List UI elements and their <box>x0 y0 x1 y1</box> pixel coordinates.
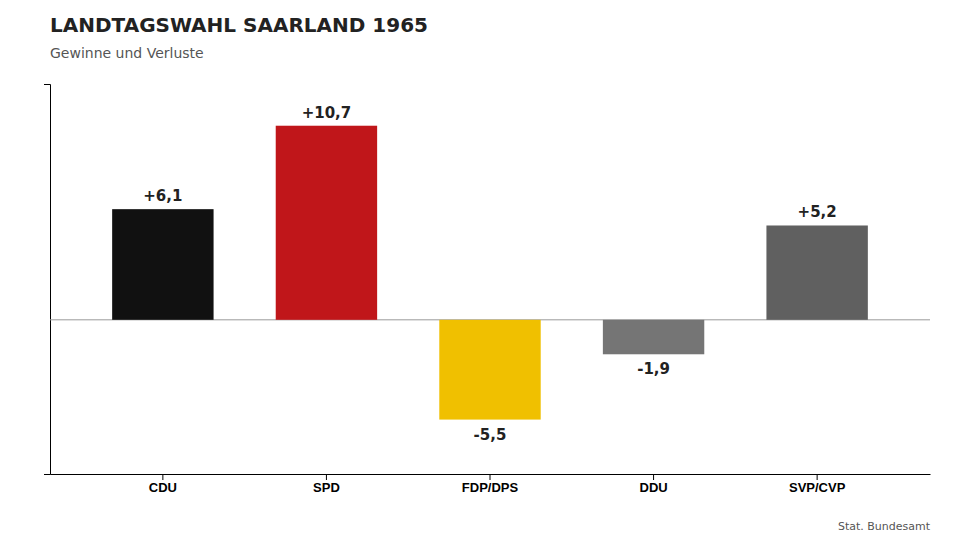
data-label: -5,5 <box>474 426 507 444</box>
title: LANDTAGSWAHL SAARLAND 1965 <box>50 13 428 37</box>
bars <box>112 126 868 420</box>
data-label: +10,7 <box>302 104 352 122</box>
x-tick: FDP/DPS <box>462 474 519 495</box>
x-tick-label: DDU <box>639 480 667 495</box>
data-label: +5,2 <box>798 203 837 221</box>
y-axis-line <box>44 85 51 475</box>
x-tick: DDU <box>639 474 667 495</box>
bar <box>276 126 377 320</box>
data-label: -1,9 <box>637 360 670 378</box>
x-tick: SPD <box>313 474 340 495</box>
y-axis <box>44 85 51 475</box>
x-tick: CDU <box>149 474 177 495</box>
x-tick-label: CDU <box>149 480 177 495</box>
x-tick-mark <box>326 474 327 480</box>
x-tick: SVP/CVP <box>789 474 846 495</box>
data-labels: +6,1 +10,7 -5,5 -1,9 +5,2 <box>143 104 836 444</box>
x-tick-mark <box>162 474 163 480</box>
x-tick-mark <box>817 474 818 480</box>
chart: LANDTAGSWAHL SAARLAND 1965 Gewinne und Ve… <box>0 0 960 544</box>
x-tick-label: FDP/DPS <box>462 480 519 495</box>
source: Stat. Bundesamt <box>838 520 931 533</box>
x-tick-mark <box>490 474 491 480</box>
bar <box>766 225 867 319</box>
bar <box>603 320 704 354</box>
plot: +6,1 +10,7 -5,5 -1,9 +5,2 CDU SPD FDP/DPS DDU SVP… <box>44 85 931 496</box>
x-axis: CDU SPD FDP/DPS DDU SVP/CVP <box>51 474 931 495</box>
x-tick-label: SPD <box>313 480 340 495</box>
subtitle: Gewinne und Verluste <box>50 45 204 61</box>
x-tick-mark <box>653 474 654 480</box>
bar <box>112 209 213 320</box>
x-tick-label: SVP/CVP <box>789 480 846 495</box>
bar <box>439 320 540 420</box>
data-label: +6,1 <box>143 187 182 205</box>
